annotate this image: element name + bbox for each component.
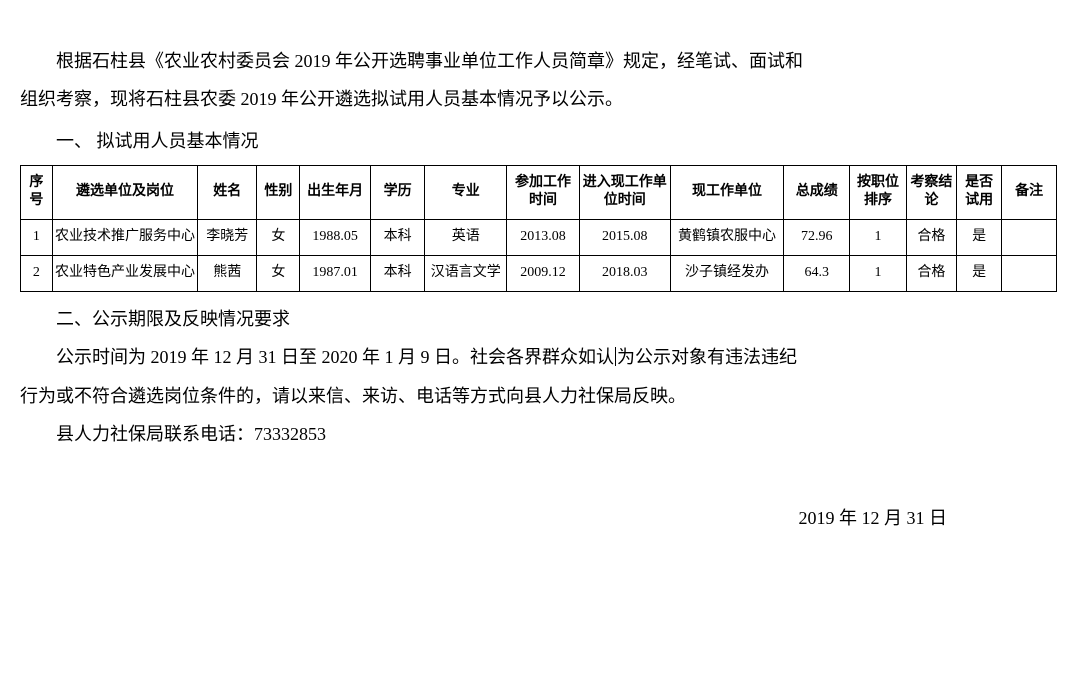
- cell-unit: 农业技术推广服务中心: [52, 220, 197, 256]
- table-header-rank: 按职位排序: [850, 165, 907, 220]
- cell-gender: 女: [257, 256, 300, 292]
- cell-cdate: 2015.08: [579, 220, 670, 256]
- notice-line1-left: 公示时间为 2019 年 12 月 31 日至 2020 年 1 月 9 日。社…: [56, 347, 614, 367]
- cell-concl: 合格: [906, 256, 956, 292]
- intro-paragraph-line1: 根据石柱县《农业农村委员会 2019 年公开选聘事业单位工作人员简章》规定，经笔…: [20, 44, 1057, 78]
- table-header-seq: 序号: [21, 165, 53, 220]
- table-row: 1农业技术推广服务中心李晓芳女1988.05本科英语2013.082015.08…: [21, 220, 1057, 256]
- table-header-name: 姓名: [198, 165, 257, 220]
- intro-paragraph-line2: 组织考察，现将石柱县农委 2019 年公开遴选拟试用人员基本情况予以公示。: [20, 82, 1057, 116]
- table-header-trial: 是否试用: [956, 165, 1001, 220]
- notice-line2: 行为或不符合遴选岗位条件的，请以来信、来访、电话等方式向县人力社保局反映。: [20, 379, 1057, 413]
- issue-date: 2019 年 12 月 31 日: [20, 501, 1057, 535]
- cell-remark: [1002, 220, 1057, 256]
- table-header-cunit: 现工作单位: [670, 165, 784, 220]
- table-header-cdate: 进入现工作单位时间: [579, 165, 670, 220]
- cell-unit: 农业特色产业发展中心: [52, 256, 197, 292]
- cell-name: 熊茜: [198, 256, 257, 292]
- table-header-score: 总成绩: [784, 165, 850, 220]
- table-header-remark: 备注: [1002, 165, 1057, 220]
- cell-score: 72.96: [784, 220, 850, 256]
- text-cursor: [615, 347, 616, 367]
- section-2-heading: 二、公示期限及反映情况要求: [20, 302, 1057, 336]
- table-header-row: 序号遴选单位及岗位姓名性别出生年月学历专业参加工作时间进入现工作单位时间现工作单…: [21, 165, 1057, 220]
- cell-jdate: 2013.08: [507, 220, 580, 256]
- cell-birth: 1988.05: [300, 220, 370, 256]
- cell-gender: 女: [257, 220, 300, 256]
- table-header-major: 专业: [425, 165, 507, 220]
- cell-score: 64.3: [784, 256, 850, 292]
- table-header-concl: 考察结论: [906, 165, 956, 220]
- table-header-edu: 学历: [370, 165, 425, 220]
- candidates-table: 序号遴选单位及岗位姓名性别出生年月学历专业参加工作时间进入现工作单位时间现工作单…: [20, 165, 1057, 293]
- cell-rank: 1: [850, 220, 907, 256]
- cell-seq: 1: [21, 220, 53, 256]
- cell-seq: 2: [21, 256, 53, 292]
- notice-line1-right: 为公示对象有违法违纪: [617, 347, 797, 367]
- cell-cdate: 2018.03: [579, 256, 670, 292]
- cell-edu: 本科: [370, 220, 425, 256]
- cell-major: 英语: [425, 220, 507, 256]
- cell-trial: 是: [956, 256, 1001, 292]
- table-header-jdate: 参加工作时间: [507, 165, 580, 220]
- cell-trial: 是: [956, 220, 1001, 256]
- cell-birth: 1987.01: [300, 256, 370, 292]
- cell-concl: 合格: [906, 220, 956, 256]
- cell-name: 李晓芳: [198, 220, 257, 256]
- table-row: 2农业特色产业发展中心熊茜女1987.01本科汉语言文学2009.122018.…: [21, 256, 1057, 292]
- cell-major: 汉语言文学: [425, 256, 507, 292]
- cell-edu: 本科: [370, 256, 425, 292]
- table-header-birth: 出生年月: [300, 165, 370, 220]
- table-header-gender: 性别: [257, 165, 300, 220]
- section-1-heading: 一、 拟试用人员基本情况: [20, 124, 1057, 158]
- table-header-unit: 遴选单位及岗位: [52, 165, 197, 220]
- cell-cunit: 黄鹤镇农服中心: [670, 220, 784, 256]
- notice-line1: 公示时间为 2019 年 12 月 31 日至 2020 年 1 月 9 日。社…: [20, 340, 1057, 374]
- cell-jdate: 2009.12: [507, 256, 580, 292]
- cell-cunit: 沙子镇经发办: [670, 256, 784, 292]
- cell-remark: [1002, 256, 1057, 292]
- cell-rank: 1: [850, 256, 907, 292]
- contact-line: 县人力社保局联系电话：73332853: [20, 417, 1057, 451]
